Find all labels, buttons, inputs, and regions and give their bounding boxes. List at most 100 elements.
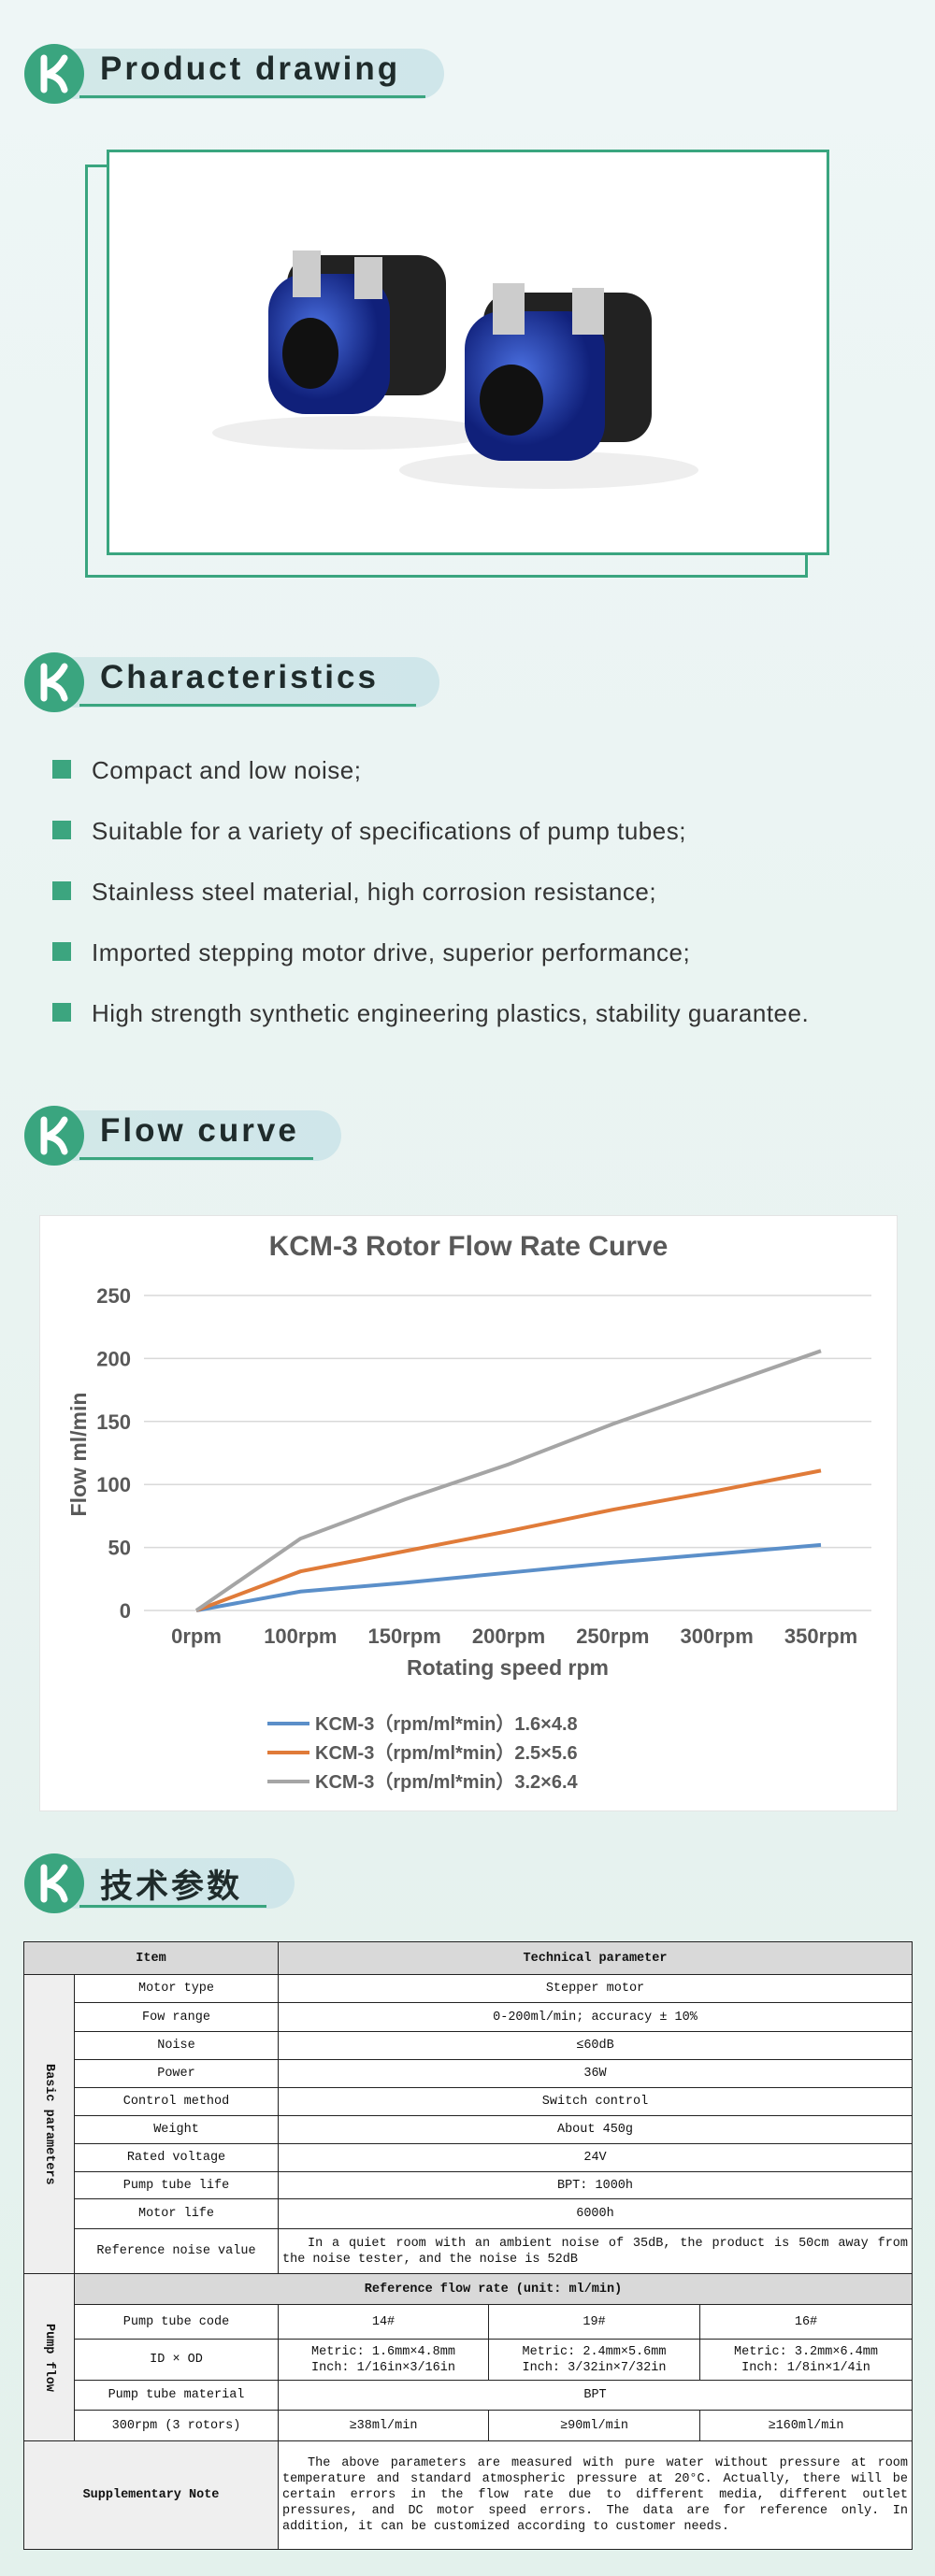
logo bbox=[24, 1853, 84, 1913]
cell: ≥160ml/min bbox=[699, 2410, 913, 2441]
heading-pill bbox=[51, 1110, 341, 1161]
logo bbox=[24, 44, 84, 104]
row-label: Pump tube material bbox=[74, 2380, 279, 2411]
y-tick-label: 250 bbox=[96, 1284, 131, 1308]
group-label: Basic parameters bbox=[23, 1974, 75, 2274]
bullet-square bbox=[52, 821, 71, 839]
table-row: Fow range 0-200ml/min; accuracy ± 10% bbox=[24, 2002, 913, 2032]
row-label: Weight bbox=[74, 2115, 279, 2144]
cell: 14# bbox=[278, 2304, 489, 2340]
row-label: Supplementary Note bbox=[23, 2440, 279, 2550]
row-label: Pump tube code bbox=[74, 2304, 279, 2340]
row-label: Control method bbox=[74, 2087, 279, 2116]
table-row: Control method Switch control bbox=[24, 2087, 913, 2116]
row-label: Fow range bbox=[74, 2002, 279, 2032]
bullet-text: High strength synthetic engineering plas… bbox=[92, 999, 810, 1027]
heading-pill bbox=[51, 49, 444, 99]
table-row: Basic parameters Motor type Stepper motor bbox=[23, 1974, 913, 2274]
cell: 36W bbox=[278, 2059, 913, 2088]
bullet-square bbox=[52, 881, 71, 900]
cell: Stepper motor bbox=[278, 1974, 913, 2003]
cell: 16# bbox=[699, 2304, 913, 2340]
logo bbox=[24, 652, 84, 712]
heading-text: Flow curve bbox=[100, 1112, 299, 1149]
table-row: Power 36W bbox=[24, 2059, 913, 2088]
data-line bbox=[194, 1349, 822, 1612]
bullet-text: Compact and low noise; bbox=[92, 756, 362, 784]
subheader: Reference flow rate (unit: ml/min) bbox=[74, 2273, 913, 2305]
cell-line: Inch: 1/8in×1/4in bbox=[741, 2360, 870, 2375]
image-frame bbox=[107, 150, 829, 555]
bullet-square bbox=[52, 942, 71, 961]
x-tick-label: 350rpm bbox=[784, 1624, 857, 1648]
cell: The above parameters are measured with p… bbox=[278, 2440, 913, 2550]
bullet-square bbox=[52, 1003, 71, 1022]
heading-pill bbox=[51, 1858, 295, 1909]
table-row: Reference noise value In a quiet room wit… bbox=[24, 2228, 913, 2274]
row-label: Reference noise value bbox=[74, 2228, 279, 2274]
cell: 24V bbox=[278, 2143, 913, 2172]
bullet-text: Stainless steel material, high corrosion… bbox=[92, 878, 657, 906]
cell: BPT bbox=[278, 2380, 913, 2411]
row-label: Noise bbox=[74, 2031, 279, 2060]
x-tick-label: 300rpm bbox=[681, 1624, 754, 1648]
heading-text: Product drawing bbox=[100, 50, 401, 87]
row-label: Rated voltage bbox=[74, 2143, 279, 2172]
spec-table: Item Technical parameter Basic parameters… bbox=[23, 1941, 913, 2550]
row-label: Power bbox=[74, 2059, 279, 2088]
data-line bbox=[195, 1542, 822, 1612]
legend-label: KCM-3（rpm/ml*min）1.6×4.8 bbox=[315, 1713, 578, 1735]
table-row: Rated voltage 24V bbox=[24, 2143, 913, 2172]
chart: KCM-3 Rotor Flow Rate Curve 0 50 100 150 200 2… bbox=[39, 1215, 898, 1811]
cell-line: Metric: 2.4mm×5.6mm bbox=[522, 2344, 667, 2359]
cell: 0-200ml/min; accuracy ± 10% bbox=[278, 2002, 913, 2032]
table-row: Weight About 450g bbox=[24, 2115, 913, 2144]
product-image bbox=[212, 250, 698, 489]
y-tick-label: 0 bbox=[120, 1599, 131, 1623]
y-tick-label: 200 bbox=[96, 1347, 131, 1370]
x-tick-label: 250rpm bbox=[576, 1624, 649, 1648]
cell: Switch control bbox=[278, 2087, 913, 2116]
heading-pill bbox=[51, 657, 439, 708]
cell: 19# bbox=[488, 2304, 700, 2340]
table-row: Motor life 6000h bbox=[24, 2198, 913, 2229]
cell-line: Metric: 3.2mm×6.4mm bbox=[734, 2344, 878, 2359]
bullet-text: Suitable for a variety of specifications… bbox=[92, 817, 686, 845]
y-axis-label: Flow ml/min bbox=[66, 1393, 91, 1517]
y-tick-label: 100 bbox=[96, 1473, 131, 1496]
cell: 6000h bbox=[278, 2198, 913, 2229]
table-header: Technical parameter bbox=[278, 1941, 913, 1975]
table-row: Pump tube life BPT: 1000h bbox=[24, 2171, 913, 2199]
cell: Metric: 1.6mm×4.8mm Inch: 1/16in×3/16in bbox=[278, 2339, 489, 2381]
y-tick-label: 150 bbox=[96, 1410, 131, 1434]
heading-underline bbox=[79, 95, 425, 98]
x-axis-label: Rotating speed rpm bbox=[407, 1655, 609, 1680]
heading-underline bbox=[79, 1905, 266, 1908]
cell-line: Metric: 1.6mm×4.8mm bbox=[311, 2344, 455, 2359]
cell: ≤60dB bbox=[278, 2031, 913, 2060]
heading-text: Characteristics bbox=[100, 659, 379, 695]
logo bbox=[24, 1106, 84, 1166]
cell: ≥90ml/min bbox=[488, 2410, 700, 2441]
cell: About 450g bbox=[278, 2115, 913, 2144]
row-label: 300rpm (3 rotors) bbox=[74, 2410, 279, 2441]
row-label: Motor life bbox=[74, 2198, 279, 2229]
cell: BPT: 1000h bbox=[278, 2171, 913, 2199]
heading-text: 技术参数 bbox=[100, 1868, 243, 1905]
group-label: Pump flow bbox=[23, 2273, 75, 2441]
data-line bbox=[195, 1468, 822, 1612]
x-tick-label: 0rpm bbox=[171, 1624, 222, 1648]
heading-underline bbox=[79, 1157, 313, 1160]
cell-line: Inch: 1/16in×3/16in bbox=[311, 2360, 455, 2375]
cell: In a quiet room with an ambient noise of… bbox=[278, 2228, 913, 2274]
bullet-square bbox=[52, 760, 71, 779]
row-label: Pump tube life bbox=[74, 2171, 279, 2199]
x-tick-label: 150rpm bbox=[368, 1624, 441, 1648]
y-tick-label: 50 bbox=[108, 1537, 131, 1560]
chart-title: KCM-3 Rotor Flow Rate Curve bbox=[269, 1231, 669, 1262]
cell-line: Inch: 3/32in×7/32in bbox=[522, 2360, 667, 2375]
legend-label: KCM-3（rpm/ml*min）2.5×5.6 bbox=[315, 1742, 578, 1764]
row-label: Motor type bbox=[74, 1974, 279, 2003]
x-tick-label: 200rpm bbox=[472, 1624, 545, 1648]
